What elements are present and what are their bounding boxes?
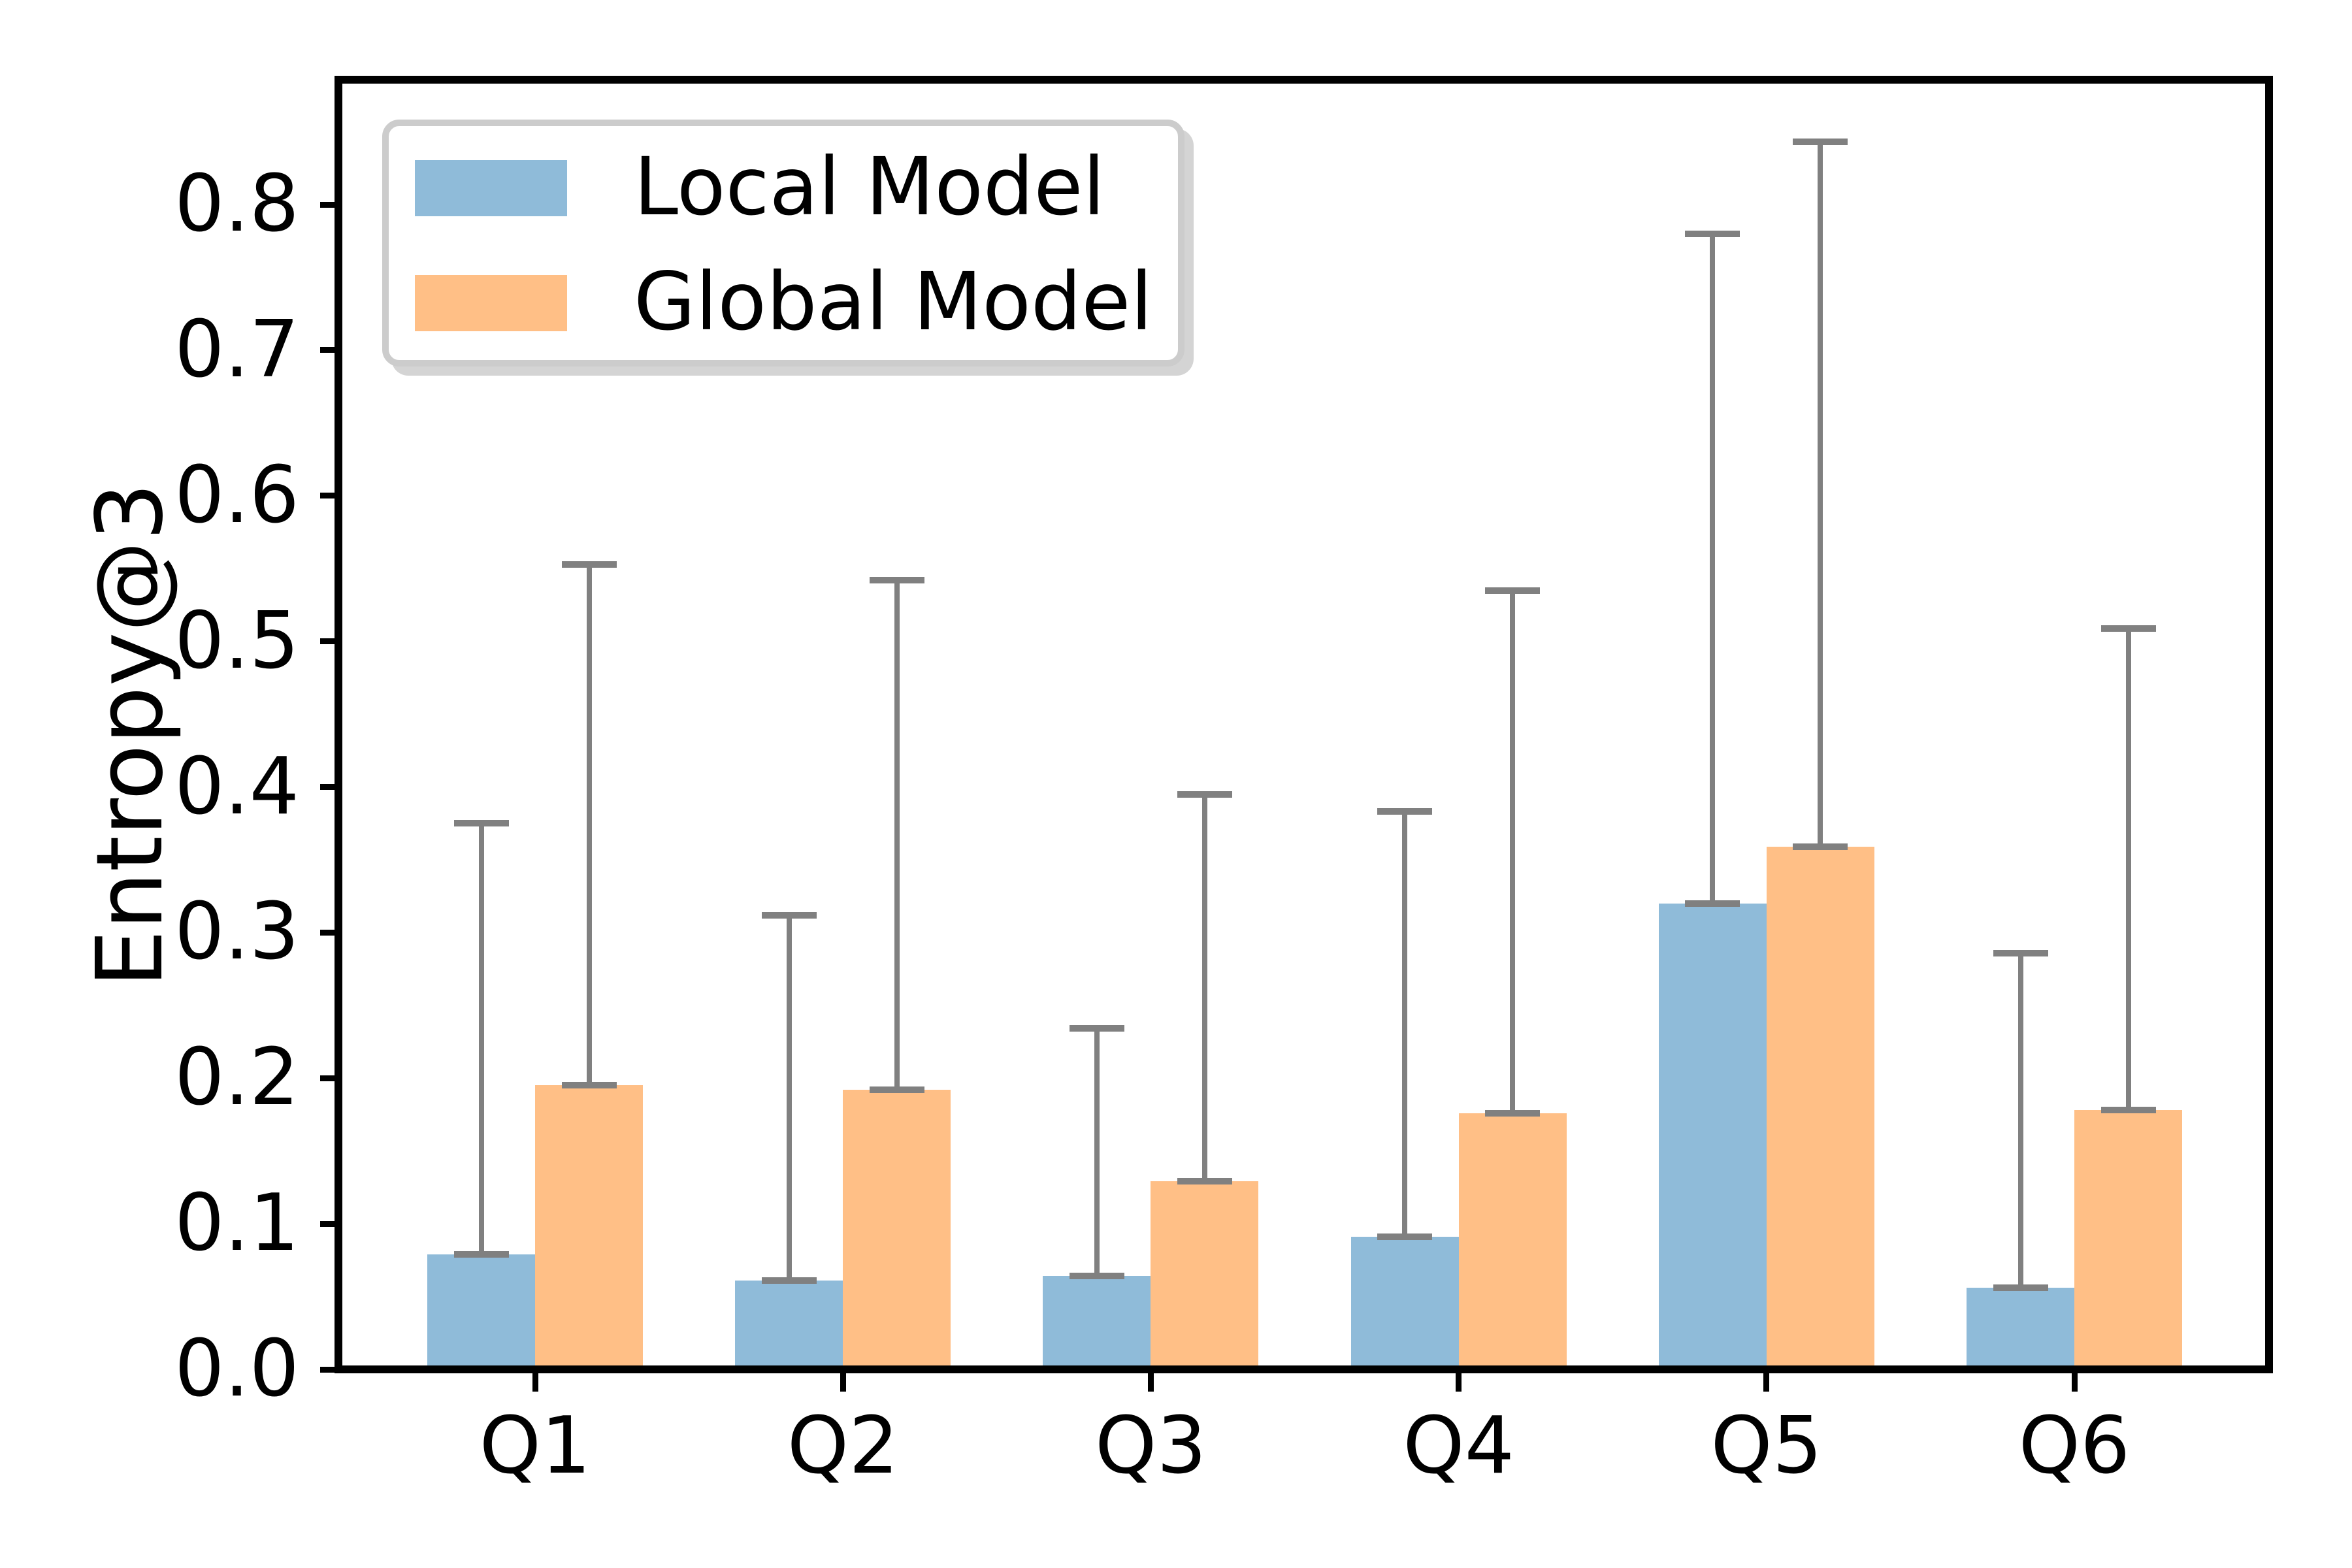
errorbar-cap-bottom-global-model-Q4 xyxy=(1485,1109,1541,1117)
errorbar-cap-bottom-global-model-Q5 xyxy=(1793,843,1848,850)
legend-swatch-global-model xyxy=(415,275,567,331)
bar-local-model-Q5 xyxy=(1658,903,1767,1369)
errorbar-cap-bottom-local-model-Q3 xyxy=(1069,1273,1124,1280)
errorbar-cap-top-global-model-Q4 xyxy=(1485,587,1541,594)
y-tick-0.6 xyxy=(320,493,338,499)
errorbar-local-model-Q6 xyxy=(2017,953,2023,1288)
legend: Local Model Global Model xyxy=(382,120,1184,367)
x-tick-label-Q4: Q4 xyxy=(1403,1401,1514,1492)
x-tick-Q6 xyxy=(2071,1373,2078,1392)
errorbar-cap-bottom-global-model-Q2 xyxy=(869,1086,924,1094)
legend-swatch-local-model xyxy=(415,160,567,216)
x-tick-label-Q5: Q5 xyxy=(1710,1401,1823,1492)
x-tick-label-Q6: Q6 xyxy=(2018,1401,2131,1492)
errorbar-global-model-Q3 xyxy=(1201,794,1207,1182)
y-tick-label-0.5: 0.5 xyxy=(174,595,299,687)
y-tick-0.3 xyxy=(320,929,338,936)
y-tick-0.2 xyxy=(320,1075,338,1081)
y-tick-label-0.3: 0.3 xyxy=(174,887,299,978)
y-tick-label-0.6: 0.6 xyxy=(174,449,299,541)
x-tick-label-Q1: Q1 xyxy=(479,1401,591,1492)
errorbar-global-model-Q5 xyxy=(1818,142,1823,847)
x-tick-Q4 xyxy=(1456,1373,1462,1392)
errorbar-local-model-Q5 xyxy=(1710,233,1716,904)
errorbar-cap-top-local-model-Q6 xyxy=(1993,949,2048,956)
y-tick-0.0 xyxy=(320,1366,338,1373)
errorbar-local-model-Q4 xyxy=(1402,811,1408,1237)
errorbar-cap-bottom-local-model-Q2 xyxy=(761,1277,817,1284)
errorbar-cap-top-global-model-Q3 xyxy=(1177,791,1232,798)
y-tick-label-0.8: 0.8 xyxy=(174,159,299,250)
y-tick-label-0.1: 0.1 xyxy=(174,1178,299,1269)
bar-global-model-Q2 xyxy=(843,1090,951,1369)
errorbar-cap-top-local-model-Q3 xyxy=(1069,1025,1124,1032)
errorbar-cap-bottom-local-model-Q4 xyxy=(1377,1233,1433,1241)
y-tick-0.7 xyxy=(320,347,338,353)
y-tick-label-0.2: 0.2 xyxy=(174,1032,299,1124)
errorbar-local-model-Q3 xyxy=(1094,1028,1100,1277)
bar-local-model-Q4 xyxy=(1350,1237,1459,1369)
bar-local-model-Q1 xyxy=(427,1254,535,1369)
y-tick-0.5 xyxy=(320,638,338,645)
errorbar-cap-bottom-global-model-Q6 xyxy=(2100,1107,2156,1114)
y-tick-0.8 xyxy=(320,201,338,208)
errorbar-cap-bottom-global-model-Q1 xyxy=(561,1082,617,1089)
x-tick-Q5 xyxy=(1763,1373,1770,1392)
errorbar-cap-top-local-model-Q4 xyxy=(1377,808,1433,815)
x-tick-label-Q2: Q2 xyxy=(787,1401,899,1492)
bar-local-model-Q2 xyxy=(735,1281,843,1369)
y-tick-0.4 xyxy=(320,784,338,790)
bar-local-model-Q6 xyxy=(1967,1288,2074,1369)
x-tick-Q1 xyxy=(532,1373,538,1392)
errorbar-cap-top-local-model-Q5 xyxy=(1685,230,1740,237)
errorbar-global-model-Q2 xyxy=(894,580,900,1090)
errorbar-local-model-Q1 xyxy=(478,823,484,1254)
errorbar-cap-top-global-model-Q5 xyxy=(1793,139,1848,146)
errorbar-cap-bottom-global-model-Q3 xyxy=(1177,1178,1232,1185)
errorbar-cap-top-global-model-Q2 xyxy=(869,577,924,584)
bar-global-model-Q4 xyxy=(1458,1113,1567,1369)
legend-label-global-model: Global Model xyxy=(634,255,1153,348)
errorbar-cap-top-global-model-Q1 xyxy=(561,561,617,568)
errorbar-cap-top-global-model-Q6 xyxy=(2100,625,2156,632)
errorbar-cap-bottom-local-model-Q5 xyxy=(1685,900,1740,907)
bar-local-model-Q3 xyxy=(1043,1276,1151,1369)
errorbar-cap-bottom-local-model-Q6 xyxy=(1993,1284,2048,1292)
x-tick-Q3 xyxy=(1147,1373,1154,1392)
y-tick-label-0.7: 0.7 xyxy=(174,304,299,395)
errorbar-local-model-Q2 xyxy=(786,915,792,1281)
bar-global-model-Q3 xyxy=(1151,1181,1259,1369)
x-tick-Q2 xyxy=(840,1373,846,1392)
y-axis-label: Entropy@3 xyxy=(77,482,184,988)
y-tick-label-0.0: 0.0 xyxy=(174,1324,299,1414)
errorbar-cap-top-local-model-Q2 xyxy=(761,911,817,919)
y-axis-spine xyxy=(335,76,342,1373)
errorbar-global-model-Q4 xyxy=(1510,590,1516,1113)
errorbar-global-model-Q6 xyxy=(2125,628,2131,1111)
y-tick-label-0.4: 0.4 xyxy=(174,741,299,832)
errorbar-cap-top-local-model-Q1 xyxy=(453,820,509,827)
bar-global-model-Q5 xyxy=(1766,846,1874,1369)
legend-label-local-model: Local Model xyxy=(634,140,1105,233)
y-tick-0.1 xyxy=(320,1220,338,1227)
x-axis-spine xyxy=(335,1365,2273,1373)
bar-global-model-Q6 xyxy=(2074,1110,2182,1369)
errorbar-global-model-Q1 xyxy=(586,564,592,1086)
errorbar-cap-bottom-local-model-Q1 xyxy=(453,1250,509,1258)
x-tick-label-Q3: Q3 xyxy=(1094,1401,1207,1492)
right-spine xyxy=(2265,76,2273,1373)
top-spine xyxy=(335,76,2273,84)
bar-global-model-Q1 xyxy=(535,1085,643,1369)
